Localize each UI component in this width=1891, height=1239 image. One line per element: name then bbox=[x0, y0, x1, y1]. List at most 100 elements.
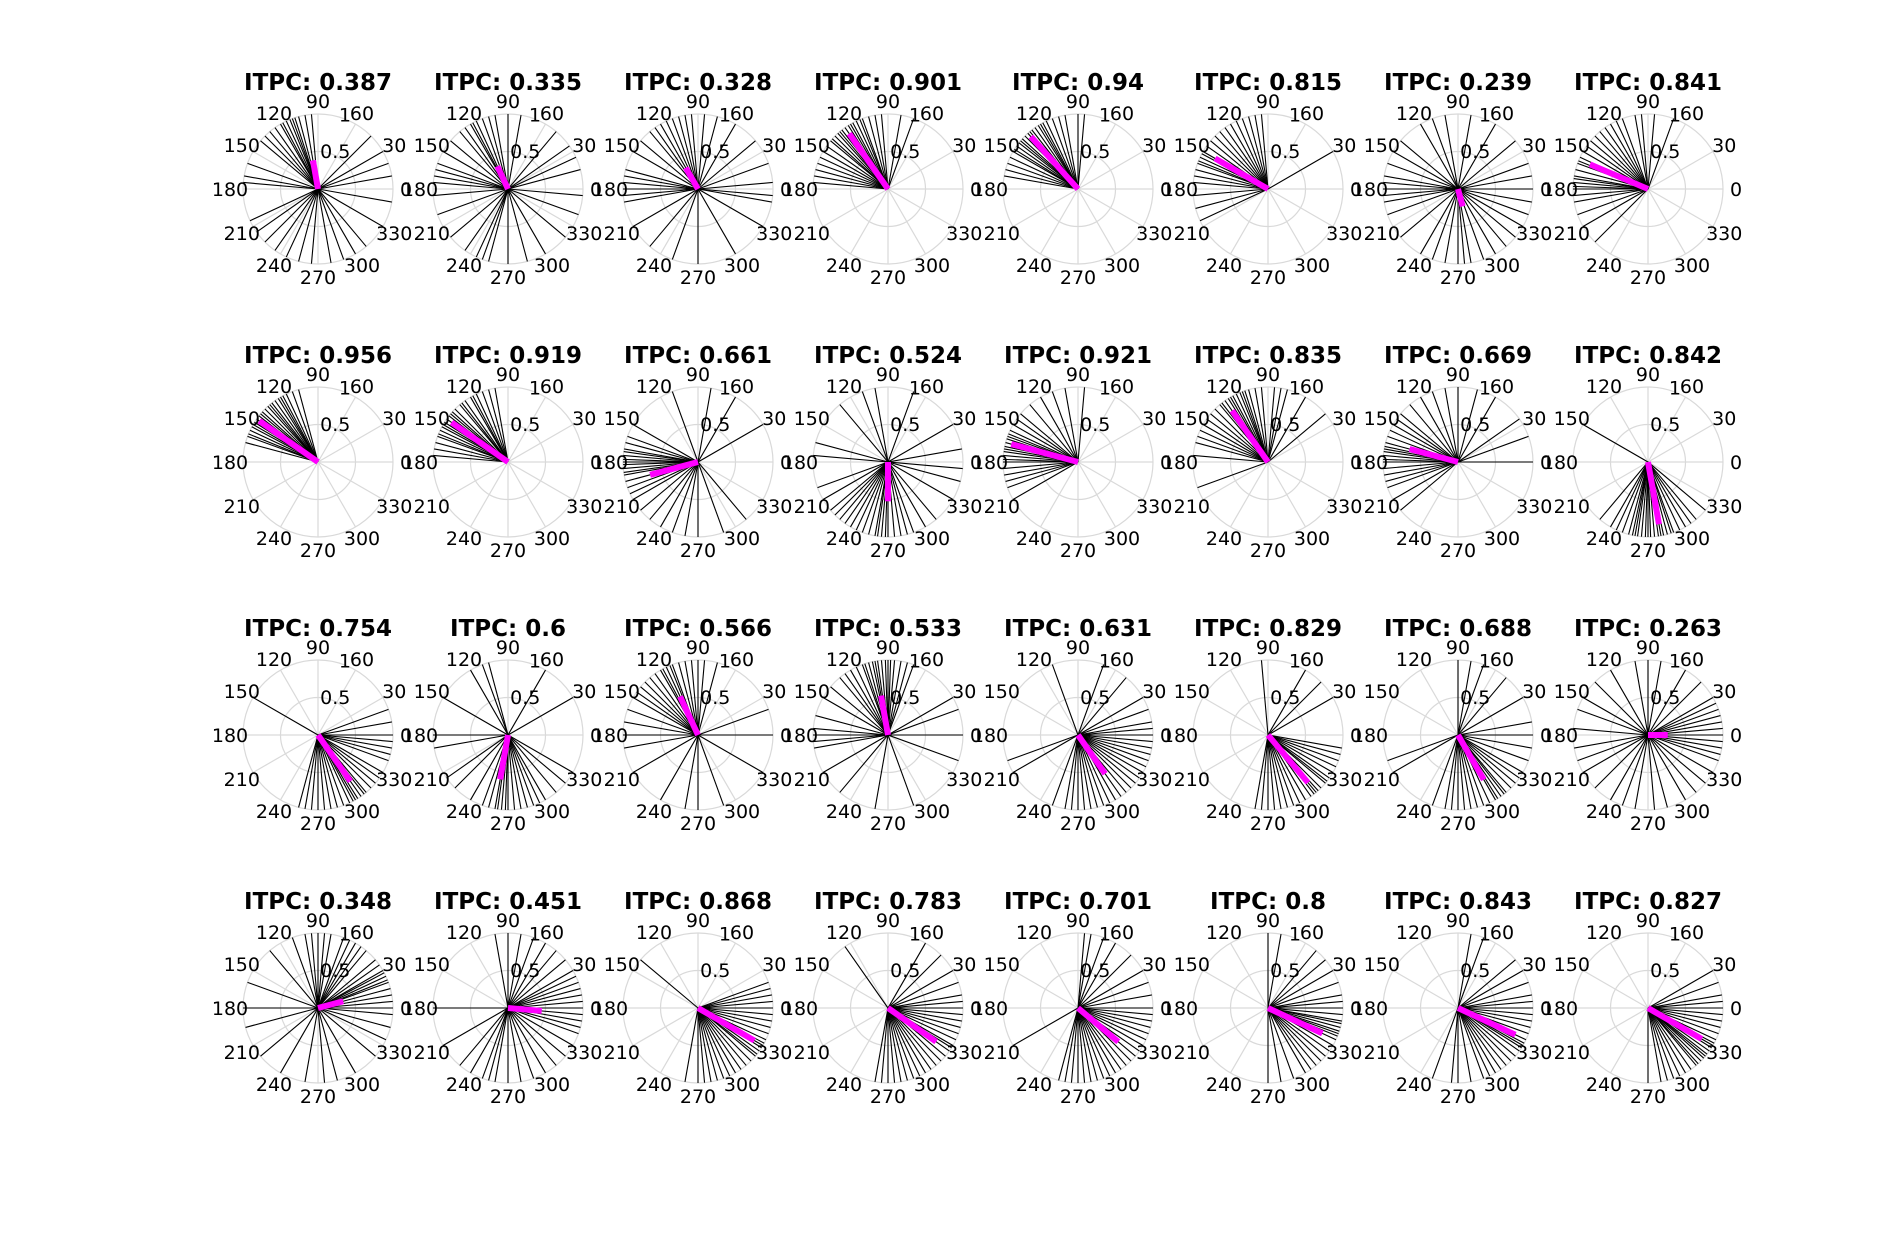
trial-phase-line bbox=[874, 115, 889, 190]
angle-tick-label: 180 bbox=[782, 998, 818, 1020]
trial-phase-line bbox=[507, 1007, 535, 1079]
grid-spoke bbox=[887, 123, 927, 190]
angle-tick-label: 60 bbox=[1490, 922, 1514, 944]
trial-phase-line bbox=[1431, 188, 1459, 260]
trial-phase-line bbox=[697, 461, 725, 533]
angle-tick-label: 150 bbox=[984, 681, 1020, 703]
grid-spoke bbox=[697, 696, 764, 736]
grid-spoke bbox=[1229, 1007, 1269, 1074]
angle-tick-label: 60 bbox=[1300, 922, 1324, 944]
trial-phase-line bbox=[1431, 118, 1459, 190]
angle-tick-label: 330 bbox=[1136, 223, 1172, 245]
mean-vector bbox=[317, 998, 344, 1011]
radial-tick-label: 1 bbox=[1099, 924, 1111, 946]
radial-tick-label: 1 bbox=[909, 378, 921, 400]
trial-phase-line bbox=[1077, 734, 1149, 762]
trial-phase-line bbox=[1219, 131, 1269, 190]
trial-phase-line bbox=[317, 135, 372, 190]
trial-phase-line bbox=[697, 1007, 736, 1074]
grid-spoke bbox=[697, 461, 764, 501]
angle-tick-label: 60 bbox=[730, 376, 754, 398]
trial-phase-line bbox=[277, 398, 319, 463]
angle-tick-label: 60 bbox=[1110, 922, 1134, 944]
angle-tick-label: 270 bbox=[300, 813, 336, 835]
trial-phase-line bbox=[1267, 734, 1342, 749]
angle-tick-label: 60 bbox=[730, 103, 754, 125]
trial-phase-line bbox=[697, 396, 736, 463]
trial-phase-line bbox=[1012, 461, 1079, 500]
trial-phase-line bbox=[1647, 461, 1686, 528]
trial-phase-line bbox=[684, 734, 699, 809]
grid-spoke bbox=[1267, 942, 1307, 1009]
angle-tick-label: 150 bbox=[794, 408, 830, 430]
grid-spoke bbox=[1202, 734, 1269, 774]
angle-tick-label: 90 bbox=[496, 91, 520, 113]
trial-phase-line bbox=[1004, 461, 1079, 476]
angle-tick-label: 180 bbox=[1542, 998, 1578, 1020]
angle-tick-label: 330 bbox=[1706, 1042, 1742, 1064]
angle-tick-label: 30 bbox=[1332, 135, 1356, 157]
trial-phase-line bbox=[1457, 697, 1524, 736]
trial-phase-line bbox=[697, 1007, 742, 1070]
trial-phase-line bbox=[1457, 664, 1485, 736]
trial-phase-line bbox=[839, 461, 889, 520]
grid-spoke bbox=[1229, 734, 1269, 801]
trial-phase-line bbox=[507, 1007, 546, 1074]
angle-tick-label: 300 bbox=[1104, 1074, 1140, 1096]
trial-phase-line bbox=[1267, 1007, 1306, 1074]
trial-phase-line bbox=[1077, 1007, 1105, 1079]
grid-spoke bbox=[1267, 423, 1334, 463]
trial-phase-line bbox=[507, 734, 546, 801]
trial-phase-line bbox=[280, 1007, 319, 1074]
angle-tick-label: 60 bbox=[1300, 103, 1324, 125]
trial-phase-line bbox=[697, 988, 771, 1009]
trial-phase-line bbox=[887, 391, 915, 463]
grid-spoke bbox=[1457, 423, 1524, 463]
angle-tick-label: 120 bbox=[636, 103, 672, 125]
trial-phase-line bbox=[450, 140, 509, 190]
trial-phase-line bbox=[507, 734, 566, 784]
angle-tick-label: 210 bbox=[604, 769, 640, 791]
angle-tick-label: 210 bbox=[1554, 223, 1590, 245]
trial-phase-line bbox=[1621, 734, 1649, 806]
mean-vector bbox=[1456, 1005, 1517, 1038]
trial-phase-line bbox=[252, 697, 319, 736]
trial-phase-line bbox=[507, 1007, 566, 1057]
grid-spoke bbox=[697, 669, 737, 736]
polar-panel: 0 30 60 90 120 150 180 210 240 270 300 330 0.5 1 ITPC:… bbox=[402, 343, 602, 562]
panel-title: ITPC: 0.842 bbox=[1574, 343, 1722, 369]
grid-spoke bbox=[1229, 942, 1269, 1009]
trial-phase-line bbox=[887, 461, 961, 482]
angle-tick-label: 210 bbox=[224, 496, 260, 518]
trial-phase-line bbox=[887, 461, 915, 533]
trial-phase-line bbox=[1634, 115, 1649, 190]
angle-tick-label: 60 bbox=[920, 103, 944, 125]
trial-phase-line bbox=[1647, 970, 1714, 1009]
angle-tick-label: 300 bbox=[534, 1074, 570, 1096]
angle-tick-label: 30 bbox=[952, 135, 976, 157]
trial-phase-line bbox=[317, 950, 367, 1009]
polar-panel: 0 30 60 90 120 150 180 210 240 270 300 330 0.5 1 ITPC:… bbox=[1542, 616, 1742, 835]
angle-tick-label: 300 bbox=[1484, 1074, 1520, 1096]
angle-tick-label: 210 bbox=[794, 769, 830, 791]
angle-tick-label: 270 bbox=[1440, 267, 1476, 289]
trial-phase-line bbox=[1431, 734, 1459, 806]
trial-phase-line bbox=[1077, 721, 1152, 736]
trial-phase-line bbox=[507, 975, 577, 1009]
trial-phase-line bbox=[844, 673, 889, 736]
angle-tick-label: 180 bbox=[212, 998, 248, 1020]
trial-phase-line bbox=[1077, 970, 1144, 1009]
angle-tick-label: 120 bbox=[1016, 103, 1052, 125]
trial-phase-line bbox=[310, 734, 319, 810]
trial-phase-line bbox=[887, 734, 915, 806]
angle-tick-label: 90 bbox=[876, 910, 900, 932]
trial-phase-line bbox=[1647, 1007, 1721, 1028]
trial-phase-line bbox=[488, 1007, 509, 1081]
trial-phase-line bbox=[624, 188, 699, 203]
angle-tick-label: 300 bbox=[344, 801, 380, 823]
trial-phase-line bbox=[317, 734, 332, 809]
trial-phase-line bbox=[697, 1007, 752, 1062]
grid-spoke bbox=[1392, 1007, 1459, 1047]
trial-phase-line bbox=[1647, 734, 1656, 810]
trial-phase-line bbox=[507, 988, 581, 1009]
